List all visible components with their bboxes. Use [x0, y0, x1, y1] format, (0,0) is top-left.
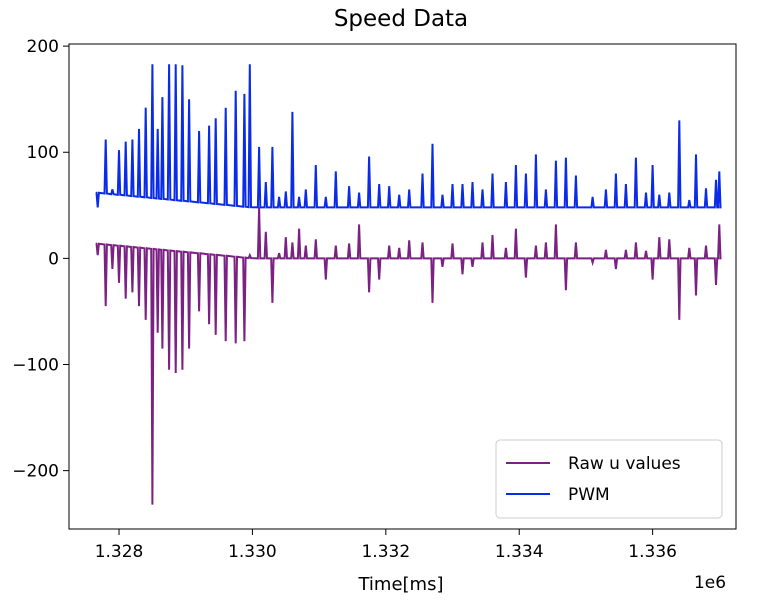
x-tick-label: 1.336	[628, 542, 677, 562]
legend-box	[495, 439, 723, 519]
plot-frame	[68, 43, 737, 530]
x-tick-label: 1.328	[95, 542, 144, 562]
y-tick-label: −100	[12, 356, 59, 376]
legend-label: PWM	[568, 485, 610, 505]
series-line-pwm	[95, 64, 722, 209]
legend: Raw u values PWM	[495, 439, 723, 519]
chart-title: Speed Data	[334, 6, 468, 32]
x-axis-offset-label: 1e6	[694, 573, 726, 593]
x-tick-label: 1.334	[495, 542, 544, 562]
y-tick-label: −200	[12, 462, 59, 482]
plot-area	[95, 64, 722, 505]
y-tick-label: 0	[48, 249, 59, 269]
x-axis-label: Time[ms]	[357, 574, 443, 595]
legend-label: Raw u values	[568, 454, 681, 474]
y-tick-label: 200	[27, 37, 59, 57]
x-tick-label: 1.330	[228, 542, 277, 562]
series-line-raw-u-values	[95, 207, 722, 505]
y-tick-label: 100	[27, 143, 59, 163]
axes: 1.328 1.330 1.332 1.334 1.336 −200 −100 0 100 200	[12, 37, 677, 562]
x-tick-label: 1.332	[361, 542, 410, 562]
